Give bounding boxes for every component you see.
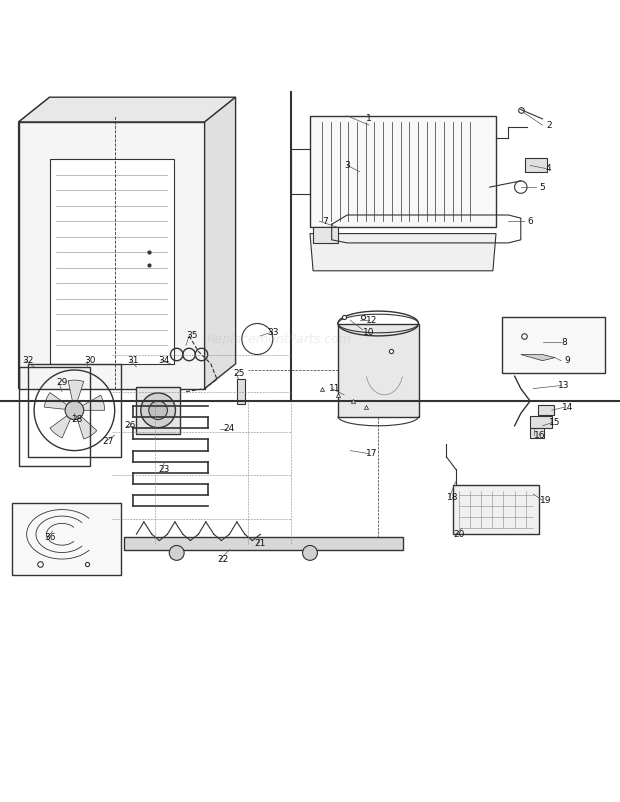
Text: 12: 12	[366, 316, 378, 325]
Bar	[12, 504, 121, 574]
Polygon shape	[521, 354, 555, 361]
Text: 19: 19	[540, 496, 551, 504]
Text: 4: 4	[546, 164, 552, 173]
Bar	[453, 484, 539, 534]
Wedge shape	[50, 411, 74, 438]
Text: 34: 34	[159, 356, 170, 365]
Text: 3: 3	[344, 161, 350, 170]
Wedge shape	[74, 395, 105, 411]
Circle shape	[149, 401, 167, 419]
Bar	[237, 379, 245, 404]
Text: 32: 32	[22, 356, 33, 365]
Polygon shape	[338, 323, 419, 416]
Polygon shape	[19, 97, 236, 122]
Text: 22: 22	[218, 555, 229, 564]
Text: 27: 27	[103, 437, 114, 446]
Text: 36: 36	[44, 533, 55, 542]
Bar	[136, 387, 180, 434]
Text: 26: 26	[125, 421, 136, 431]
Polygon shape	[19, 122, 205, 389]
Text: 5: 5	[539, 183, 546, 192]
Text: 21: 21	[255, 539, 266, 548]
Text: 9: 9	[564, 356, 570, 365]
Text: 28: 28	[72, 415, 83, 424]
Text: 11: 11	[329, 384, 340, 393]
Circle shape	[303, 545, 317, 561]
Text: 7: 7	[322, 217, 329, 225]
Text: 14: 14	[562, 403, 573, 411]
Bar	[530, 427, 544, 438]
Polygon shape	[205, 97, 236, 389]
Bar	[538, 405, 554, 415]
Circle shape	[141, 393, 175, 427]
Bar	[530, 416, 552, 427]
Text: 16: 16	[534, 431, 545, 439]
Polygon shape	[310, 115, 496, 228]
Polygon shape	[310, 233, 496, 271]
Circle shape	[65, 401, 84, 419]
Text: 31: 31	[128, 356, 139, 365]
Bar	[502, 318, 604, 373]
Polygon shape	[50, 160, 174, 364]
Polygon shape	[19, 97, 50, 389]
Text: 1: 1	[366, 115, 372, 124]
Text: 13: 13	[559, 381, 570, 390]
Wedge shape	[68, 380, 84, 411]
Bar	[19, 367, 90, 466]
Text: 18: 18	[447, 492, 458, 501]
Bar	[124, 537, 403, 550]
Text: 15: 15	[549, 418, 560, 427]
Wedge shape	[74, 411, 97, 439]
Bar	[525, 158, 547, 172]
Text: 10: 10	[363, 328, 374, 338]
Text: 30: 30	[84, 356, 95, 365]
Text: ReplacementParts.com: ReplacementParts.com	[206, 333, 352, 346]
Text: 20: 20	[453, 530, 464, 539]
Text: 24: 24	[224, 424, 235, 433]
Text: 6: 6	[527, 217, 533, 225]
Text: 35: 35	[187, 331, 198, 340]
Text: 25: 25	[233, 369, 244, 378]
Bar	[313, 228, 338, 243]
Text: 23: 23	[159, 464, 170, 474]
Text: 17: 17	[366, 449, 378, 458]
Circle shape	[169, 545, 184, 561]
Text: 29: 29	[56, 378, 68, 387]
Text: 8: 8	[561, 338, 567, 346]
Wedge shape	[45, 392, 74, 411]
Bar	[28, 364, 121, 457]
Text: 33: 33	[267, 328, 278, 338]
Text: 2: 2	[546, 120, 552, 130]
